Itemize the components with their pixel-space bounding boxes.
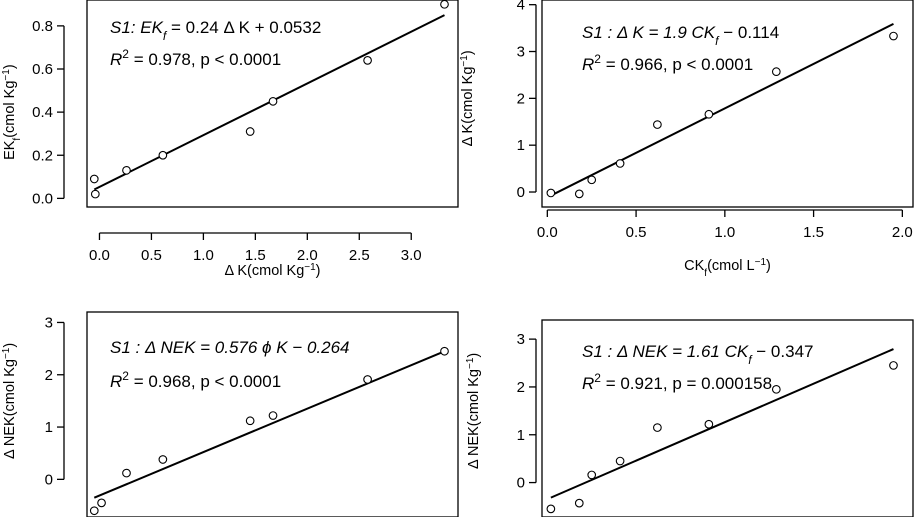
y-tick-label: 0.8 [32,18,53,35]
regression-equation: S1: EKf = 0.24 Δ K + 0.0532 [110,18,321,43]
y-tick-label: 2 [517,379,525,396]
data-point [122,468,131,478]
y-tick-label: 3 [517,331,525,348]
panel-3: 0 1 2 3 Δ NEK(cmol Kg−1) S1 : Δ NEK = 0.576 ϕ… [1,311,459,517]
y-axis-label: Δ NEK(cmol Kg−1) [1,343,19,459]
data-point [653,423,662,432]
data-point [587,470,597,480]
data-point [245,127,255,136]
y-axis-label: Δ NEK(cmol Kg−1) [465,353,483,469]
y-tick-label: 0 [517,475,525,492]
data-point [587,175,597,185]
panel-2: 0 1 2 3 4 0.0 0.5 1.0 1.5 2.0 CKf(cmol L−1) Δ K(cmo… [459,0,914,279]
x-tick-label: 3.0 [401,247,422,264]
panel-1: 0.0 0.2 0.4 0.6 0.8 0.0 0.5 1.0 1.5 2.0 2.5 3.0 Δ K(… [1,0,459,279]
plot-frame [86,311,459,517]
data-point [363,56,372,65]
r-squared-label: R2 = 0.966, p < 0.0001 [582,52,753,74]
plot-frame [541,0,914,208]
plot-frame [86,0,459,208]
x-tick-label: 1.5 [803,224,824,241]
data-point [268,96,278,106]
data-point [158,150,168,160]
data-point [158,455,168,464]
data-point [546,188,556,198]
regression-line [93,350,445,499]
y-tick-label: 0.0 [32,190,53,207]
y-tick-label: 3 [517,44,525,61]
data-point [574,189,584,199]
x-tick-label: 1.0 [193,247,214,264]
y-tick-label: 1 [517,137,525,154]
data-point [574,498,584,508]
y-tick-label: 0 [517,184,525,201]
x-tick-label: 0.5 [141,247,162,264]
data-point [704,109,714,119]
y-tick-label: 4 [517,0,525,14]
x-tick-label: 2.0 [297,247,318,264]
data-point [889,361,898,370]
regression-line [550,22,894,197]
panel-4: 0 1 2 3 Δ NEK(cmol Kg−1) S1 : Δ NEK = 1.61 CK… [465,319,914,517]
y-axis-label: Δ K(cmol Kg−1) [459,50,477,146]
data-point [546,504,556,514]
regression-equation: S1 : Δ NEK = 0.576 ϕ K − 0.264 [110,338,350,357]
data-point [245,416,255,426]
y-tick-label: 1 [45,419,53,436]
y-tick-label: 3 [45,314,53,331]
plot-frame [541,319,914,517]
data-point [268,411,278,420]
x-tick-label: 0.5 [626,224,647,241]
x-tick-label: 0.0 [89,247,110,264]
regression-equation: S1 : Δ NEK = 1.61 CKf − 0.347 [582,342,813,367]
r-squared-label: R2 = 0.968, p < 0.0001 [110,369,281,391]
data-point [89,174,99,184]
y-tick-label: 0.4 [32,104,53,121]
data-point [89,506,99,516]
data-point [615,159,625,168]
data-point [440,0,449,9]
data-point [704,419,714,429]
x-tick-label: 2.5 [349,247,370,264]
data-point [615,456,625,466]
data-point [771,67,781,77]
data-point [771,384,781,394]
r-squared-label: R2 = 0.921, p = 0.000158 [582,371,772,393]
data-point [97,498,106,508]
regression-equation: S1 : Δ K = 1.9 CKf − 0.114 [582,23,779,48]
y-tick-label: 0.6 [32,61,53,78]
data-point [122,165,131,175]
x-axis-label: Δ K(cmol Kg−1) [224,262,320,280]
x-tick-label: 1.5 [245,247,266,264]
y-tick-label: 1 [517,427,525,444]
y-tick-label: 2 [517,90,525,107]
x-axis-label: CKf(cmol L−1) [684,257,771,279]
y-tick-label: 0.2 [32,147,53,164]
x-tick-label: 1.0 [714,224,735,241]
data-point [363,375,372,384]
regression-line [550,348,894,499]
r-squared-label: R2 = 0.978, p < 0.0001 [110,47,281,69]
data-point [889,31,898,41]
data-point [90,189,100,199]
data-point [440,346,449,356]
y-tick-label: 2 [45,367,53,384]
x-tick-label: 2.0 [892,224,913,241]
y-tick-label: 0 [45,471,53,488]
data-point [653,120,662,129]
y-axis-label: EKf(cmol Kg−1) [1,64,23,160]
x-tick-label: 0.0 [537,224,558,241]
